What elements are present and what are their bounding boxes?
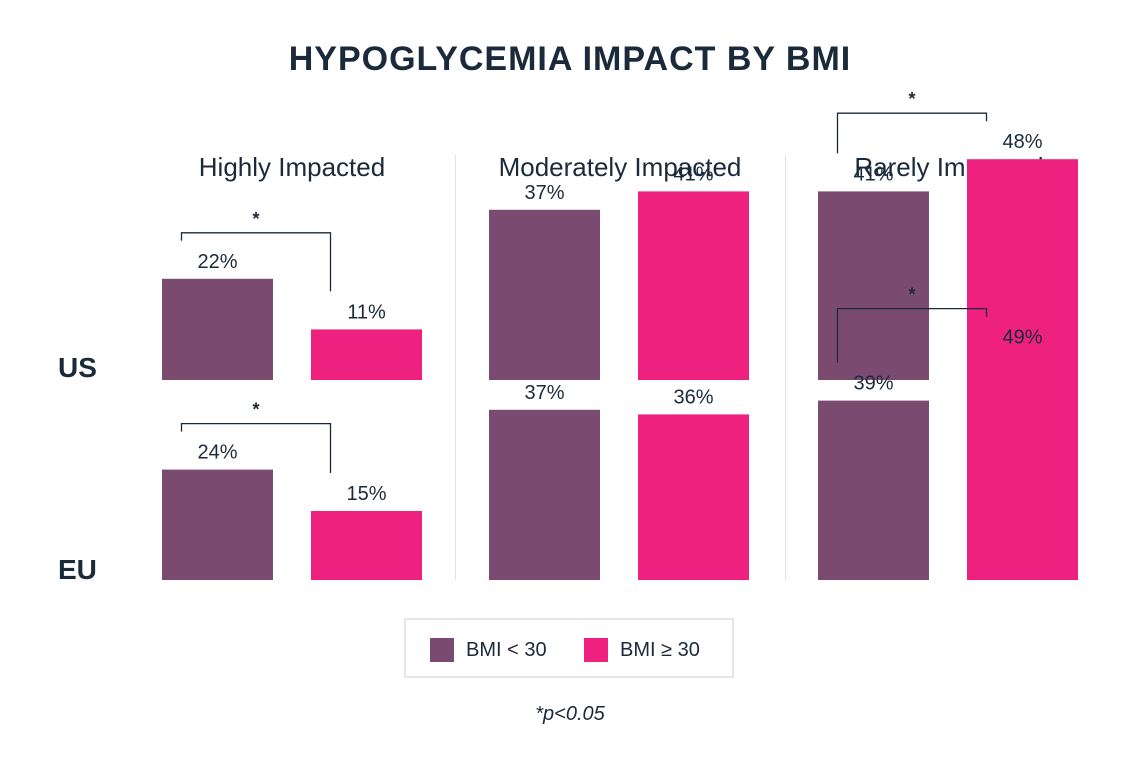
- data-label-eu-p3-s2: 49%: [1002, 327, 1042, 349]
- bar-us-p1-s1: [162, 278, 273, 380]
- row-label-us: US: [58, 352, 97, 383]
- bar-eu-p3-s2: [967, 354, 1078, 580]
- panel-divider: [455, 155, 456, 580]
- significance-bracket-eu-p3: [836, 307, 988, 363]
- significance-star-eu-p1: *: [252, 400, 259, 420]
- legend-swatch-bmi-30-or-over: [584, 638, 608, 662]
- legend-label: BMI ≥ 30: [620, 639, 700, 661]
- chart-title: HYPOGLYCEMIA IMPACT BY BMI: [288, 40, 852, 78]
- data-label-us-p1-s2: 11%: [347, 301, 386, 323]
- data-label-us-p1-s1: 22%: [197, 251, 237, 273]
- legend-swatch-bmi-under-30: [430, 638, 454, 662]
- panel-title-highly-impacted: Highly Impacted: [198, 152, 386, 182]
- panel-title-moderately-impacted: Moderately Impacted: [498, 152, 742, 182]
- significance-star-eu-p3: *: [908, 285, 915, 305]
- significance-bracket-eu-p1: [180, 422, 332, 473]
- significance-bracket-us-p3: [836, 112, 988, 154]
- data-label-eu-p1-s1: 24%: [197, 442, 237, 464]
- legend-label: BMI < 30: [466, 639, 547, 661]
- panel-divider: [785, 155, 786, 580]
- bar-us-p1-s2: [311, 329, 422, 380]
- bar-us-p3-s1: [818, 191, 929, 380]
- bar-eu-p2-s1: [489, 409, 600, 580]
- bar-us-p2-s2: [638, 191, 749, 380]
- data-label-us-p2-s2: 41%: [673, 163, 713, 185]
- significance-bracket-us-p1: [180, 232, 332, 292]
- data-label-eu-p2-s2: 36%: [673, 386, 713, 408]
- footnote: *p<0.05: [535, 703, 605, 725]
- bar-us-p3-s2: [967, 159, 1078, 380]
- bar-eu-p3-s1: [818, 400, 929, 580]
- data-label-us-p3-s2: 48%: [1002, 131, 1042, 153]
- bar-eu-p2-s2: [638, 414, 749, 580]
- significance-star-us-p3: *: [908, 89, 915, 109]
- bar-eu-p1-s1: [162, 469, 273, 580]
- bar-us-p2-s1: [489, 209, 600, 380]
- row-label-eu: EU: [58, 554, 97, 585]
- significance-star-us-p1: *: [252, 209, 259, 229]
- data-label-us-p2-s1: 37%: [524, 182, 564, 204]
- data-label-eu-p2-s1: 37%: [524, 382, 564, 404]
- legend: BMI < 30 BMI ≥ 30: [404, 618, 734, 678]
- data-label-us-p3-s1: 41%: [853, 163, 893, 185]
- data-label-eu-p1-s2: 15%: [346, 483, 386, 505]
- data-label-eu-p3-s1: 39%: [853, 373, 893, 395]
- bar-eu-p1-s2: [311, 511, 422, 580]
